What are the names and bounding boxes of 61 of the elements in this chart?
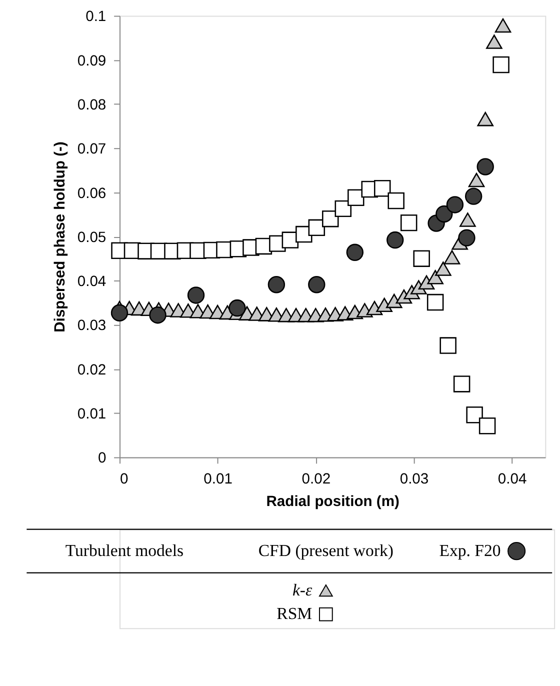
point: [308, 219, 326, 236]
point: [187, 286, 205, 304]
y-tick-label: 0.05: [77, 230, 106, 246]
point: [435, 262, 452, 276]
point: [453, 376, 470, 392]
point: [334, 200, 352, 218]
point: [426, 294, 444, 311]
y-tick-label: 0.08: [77, 97, 106, 114]
legend-label: k-ε: [292, 580, 312, 600]
point: [476, 158, 494, 176]
point: [418, 275, 435, 290]
x-tick-label: 0.04: [498, 471, 527, 488]
point: [322, 210, 339, 228]
x-tick-label: 0: [120, 471, 128, 488]
point: [374, 180, 391, 197]
x-tick-label: 0.03: [400, 471, 429, 488]
x-tick-label: 0.02: [302, 471, 331, 488]
x-axis-title: Radial position (m): [266, 494, 400, 510]
point: [110, 304, 128, 322]
point: [458, 229, 476, 246]
y-axis-title: Dispersed phase holdup (-): [52, 142, 68, 332]
point: [468, 172, 485, 188]
y-tick-label: 0.09: [77, 53, 106, 70]
point: [477, 112, 494, 126]
point: [466, 406, 483, 424]
point: [413, 250, 430, 267]
point: [268, 276, 286, 294]
y-tick-label: 0.07: [77, 142, 106, 158]
point: [348, 189, 364, 206]
point: [400, 214, 418, 232]
point: [444, 250, 460, 264]
point: [308, 276, 326, 294]
point: [436, 205, 453, 223]
text: Turbulent models: [65, 541, 184, 560]
point: [446, 196, 464, 214]
point: [346, 244, 364, 261]
text: CFD (present work): [258, 541, 394, 560]
y-tick-label: 0.04: [77, 274, 106, 290]
y-tick-label: 0.1: [86, 9, 106, 26]
y-tick-label: 0.03: [77, 318, 106, 334]
legend-label: RSM: [276, 604, 312, 624]
x-tick-label: 0.01: [204, 471, 232, 488]
y-tick-label: 0.01: [77, 406, 106, 423]
point: [492, 56, 510, 74]
point: [388, 192, 404, 210]
y-tick-label: 0.02: [77, 362, 106, 378]
y-tick-label: 0.06: [77, 186, 106, 202]
point: [376, 298, 392, 312]
point: [386, 294, 402, 308]
point: [149, 306, 166, 324]
point: [228, 299, 246, 317]
point: [440, 337, 456, 354]
point: [460, 212, 476, 227]
y-tick-label: 0: [98, 450, 106, 467]
point: [494, 18, 512, 33]
legend-label: Exp. F20: [439, 541, 501, 560]
point: [427, 270, 444, 284]
point: [386, 231, 404, 249]
point: [464, 188, 482, 205]
point: [486, 34, 502, 49]
point: [478, 418, 496, 434]
